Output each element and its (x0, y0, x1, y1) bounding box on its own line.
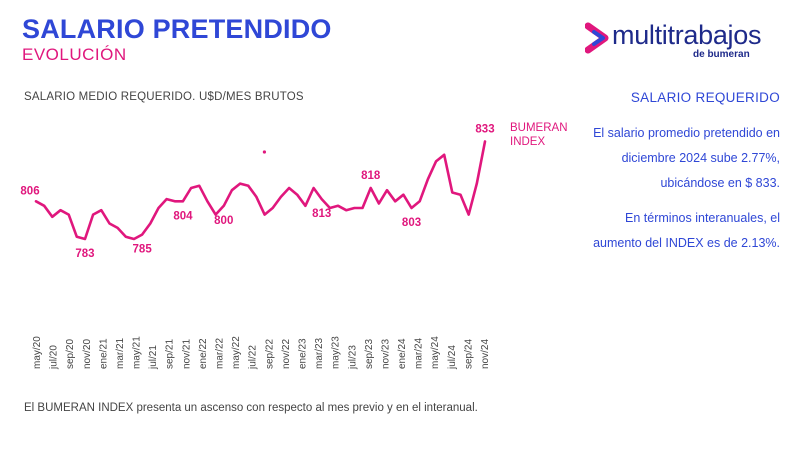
x-tick-label: ene/23 (298, 338, 309, 369)
logo-tagline: de bumeran (693, 49, 750, 60)
series-name-label: BUMERAN (510, 122, 568, 134)
point-label-1: 783 (75, 248, 94, 260)
chart-caption: SALARIO MEDIO REQUERIDO. U$D/MES BRUTOS (24, 91, 304, 103)
x-tick-label: sep/24 (463, 339, 474, 369)
point-label-5: 813 (312, 208, 331, 220)
series-name-label: INDEX (510, 136, 545, 148)
logo-wordmark: multitrabajos (612, 20, 762, 50)
footer-note: El BUMERAN INDEX presenta un ascenso con… (24, 402, 478, 414)
x-tick-label: may/23 (331, 336, 342, 369)
x-tick-label: jul/24 (447, 345, 458, 370)
logo-mark-icon (585, 22, 609, 54)
point-label-0: 806 (20, 185, 39, 197)
x-tick-label: nov/21 (181, 339, 192, 369)
point-label-4: 800 (214, 215, 233, 227)
x-tick-label: jul/21 (148, 345, 159, 370)
x-tick-label: may/24 (430, 336, 441, 369)
point-label-6: 818 (361, 170, 381, 182)
x-tick-label: may/20 (32, 336, 43, 369)
marker-dot (262, 150, 267, 154)
x-tick-label: mar/23 (314, 337, 325, 369)
x-tick-label: nov/24 (480, 339, 491, 369)
x-tick-label: may/21 (132, 336, 143, 369)
sidebar-paragraph-yearly: En términos interanuales, el aumento del… (593, 211, 780, 250)
x-tick-label: ene/24 (397, 338, 408, 369)
x-tick-label: ene/22 (198, 338, 209, 369)
x-tick-label: nov/20 (82, 339, 93, 369)
x-tick-label: nov/23 (380, 339, 391, 369)
x-tick-label: sep/20 (65, 339, 76, 369)
x-tick-label: sep/21 (165, 339, 176, 369)
point-label-3: 804 (173, 210, 193, 222)
sidebar-title: SALARIO REQUERIDO (630, 90, 780, 105)
x-tick-label: nov/22 (281, 339, 292, 369)
x-tick-label: may/22 (231, 336, 242, 369)
point-label-8: 833 (475, 124, 494, 136)
x-tick-label: jul/22 (248, 345, 259, 370)
point-label-2: 785 (133, 244, 153, 256)
point-label-7: 803 (402, 217, 421, 229)
page-title: SALARIO PRETENDIDO (22, 14, 332, 44)
multitrabajos-logo: multitrabajos de bumeran (585, 20, 785, 66)
x-tick-label: mar/21 (115, 337, 126, 369)
sidebar-paragraph-monthly: El salario promedio pretendido en diciem… (593, 126, 780, 190)
x-tick-label: sep/23 (364, 339, 375, 369)
x-tick-label: sep/22 (264, 339, 275, 369)
x-tick-label: mar/22 (215, 337, 226, 369)
x-tick-label: jul/23 (347, 345, 358, 370)
x-tick-label: ene/21 (98, 338, 109, 369)
series-line-bumeran-index (34, 140, 487, 241)
page-subtitle: EVOLUCIÓN (22, 45, 127, 64)
x-tick-label: jul/20 (49, 345, 60, 370)
x-tick-label: mar/24 (414, 337, 425, 369)
